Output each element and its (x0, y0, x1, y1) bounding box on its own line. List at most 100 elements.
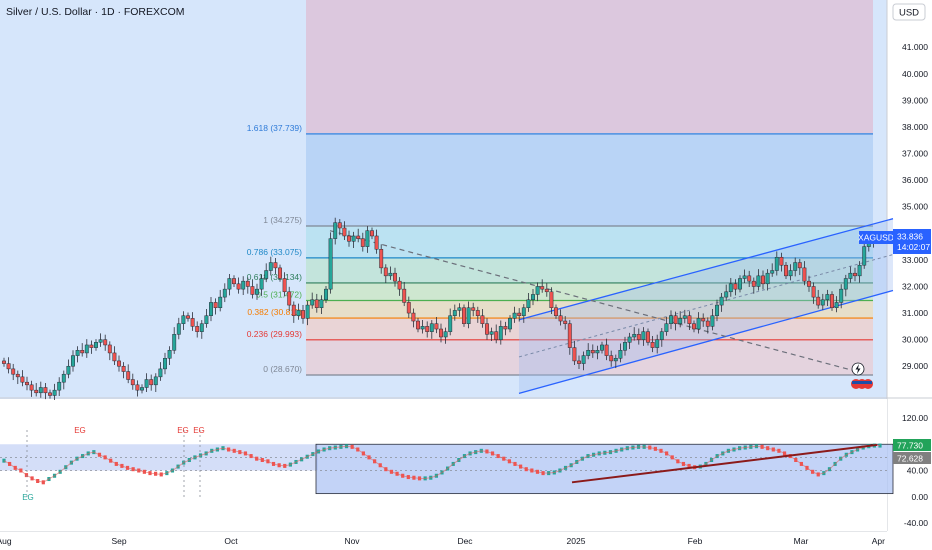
currency-button[interactable] (892, 3, 926, 21)
candle-body (167, 350, 172, 359)
candle-body (107, 344, 112, 354)
candle-body (89, 344, 94, 348)
candle-body (57, 381, 62, 391)
candle-body (839, 288, 844, 303)
osc-tick-label: 40.00 (907, 466, 929, 476)
candle-body (825, 294, 830, 301)
candle-body (692, 323, 696, 330)
candle-body (287, 291, 292, 306)
candle-body (784, 264, 788, 277)
candle-body (278, 267, 282, 279)
candle-body (121, 365, 126, 372)
candle-body (2, 360, 6, 364)
candle-body (15, 373, 20, 378)
candle-body (103, 339, 108, 346)
candle-body (779, 256, 784, 266)
candle-body (843, 278, 848, 290)
candle-body (393, 272, 397, 282)
candle-body (788, 270, 793, 277)
candle-body (25, 381, 29, 386)
fib-zone (306, 226, 873, 258)
candle-body (209, 302, 213, 316)
candle-body (567, 323, 572, 348)
candle-body (715, 304, 719, 316)
eg-annotation: EG (177, 426, 189, 435)
eg-annotation: EG (74, 426, 86, 435)
candle-body (351, 235, 356, 242)
candle-body (245, 280, 250, 287)
candle-body (34, 389, 39, 394)
candle-body (236, 283, 241, 290)
time-tick-label: Nov (344, 536, 360, 546)
candle-body (356, 235, 361, 239)
candle-body (655, 339, 660, 348)
candle-body (204, 315, 209, 324)
candle-body (250, 286, 255, 295)
time-tick-label: Apr (872, 536, 885, 546)
candle-body (434, 323, 439, 330)
candle-body (466, 307, 471, 324)
candle-body (521, 307, 526, 316)
candle-body (664, 323, 669, 332)
candle-body (29, 384, 34, 391)
candle-body (176, 323, 181, 335)
time-axis-bg (0, 531, 887, 550)
candle-body (797, 262, 802, 269)
price-badge-value: 33.836 (897, 232, 923, 242)
candle-body (402, 288, 407, 303)
candle-body (618, 350, 623, 359)
candle-body (774, 256, 779, 271)
candle-body (255, 288, 259, 295)
candle-body (282, 278, 287, 293)
fib-zone (306, 133, 873, 226)
price-tick-label: 35.000 (902, 202, 928, 212)
candle-body (347, 235, 351, 242)
candle-body (586, 350, 591, 356)
candle-body (830, 294, 834, 308)
candle-body (710, 315, 715, 327)
candle-body (770, 270, 775, 274)
candle-body (540, 286, 545, 290)
chart-title: Silver / U.S. Dollar · 1D · FOREXCOM (6, 6, 185, 18)
currency-label: USD (899, 8, 919, 19)
time-tick-label: Aug (0, 536, 12, 546)
candle-body (75, 350, 80, 356)
candle-body (94, 342, 98, 348)
symbol-badge[interactable] (859, 231, 893, 244)
candle-body (816, 296, 821, 306)
candle-body (471, 307, 476, 311)
candle-body (742, 275, 747, 279)
candle-body (554, 307, 558, 316)
price-tick-label: 36.000 (902, 175, 928, 185)
candle-body (48, 392, 52, 396)
countdown-value: 14:02:07 (897, 242, 930, 252)
time-tick-label: Feb (688, 536, 703, 546)
price-badge (893, 229, 931, 254)
candle-body (724, 291, 729, 298)
candle-body (342, 227, 347, 237)
candle-body (544, 288, 549, 293)
candle-body (324, 288, 328, 301)
candle-body (411, 312, 416, 322)
downtrend-dashed-line (329, 230, 853, 371)
candle-body (489, 331, 494, 335)
price-tick-label: 30.000 (902, 335, 928, 345)
candle-body (190, 318, 195, 327)
candle-body (834, 302, 839, 308)
candle-body (52, 389, 57, 396)
candle-body (627, 336, 632, 343)
price-tick-label: 40.000 (902, 69, 928, 79)
candle-body (512, 312, 517, 319)
osc-line (3, 445, 880, 483)
candle-body (360, 238, 365, 247)
candle-body (535, 286, 540, 295)
candle-body (439, 328, 443, 338)
osc-tick-label: -40.00 (904, 518, 928, 528)
eg-annotation: EG (22, 493, 34, 502)
economic-events-icon[interactable] (851, 379, 873, 389)
candle-body (733, 283, 738, 290)
candle-body (659, 331, 664, 340)
candle-body (687, 315, 692, 324)
candle-body (508, 318, 512, 330)
